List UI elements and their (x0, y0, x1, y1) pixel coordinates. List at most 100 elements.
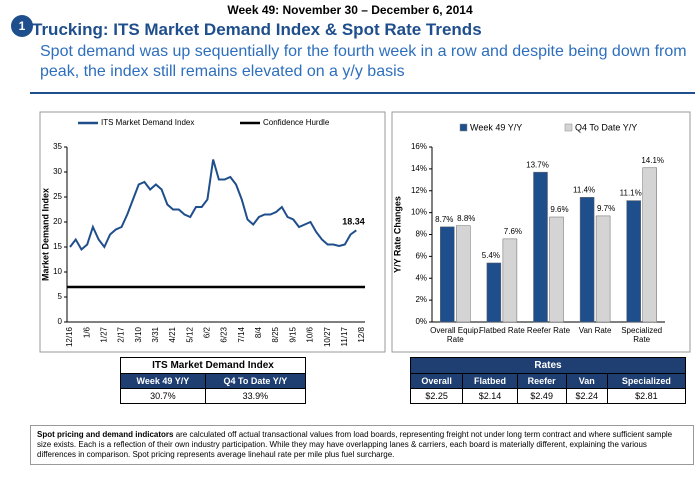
data-label: 13.7% (526, 160, 549, 169)
x-tick-label: 7/14 (237, 326, 246, 342)
x-tick-label: Van Rate (578, 326, 612, 335)
y-tick-label: 30 (53, 167, 62, 176)
column-header: Week 49 Y/Y (120, 373, 206, 389)
y-tick-label: 20 (53, 217, 62, 226)
x-tick-label: 5/12 (185, 326, 194, 342)
legend-label: Confidence Hurdle (263, 118, 330, 127)
legend-swatch (459, 123, 468, 132)
x-tick-label: 8/25 (271, 326, 280, 342)
data-label: 5.4% (482, 251, 500, 260)
bar (626, 200, 641, 323)
y-tick-label: 15 (53, 242, 62, 251)
bar (642, 167, 657, 323)
legend-label: Week 49 Y/Y (470, 122, 522, 132)
x-tick-label: 11/17 (340, 326, 349, 346)
y-tick-label: 16% (411, 142, 427, 151)
data-label: 8.7% (435, 215, 453, 224)
footnote-lead: Spot pricing and demand indicators (37, 430, 174, 439)
y-tick-label: 10% (411, 208, 427, 217)
footnote: Spot pricing and demand indicators are c… (30, 425, 694, 465)
rates-table: Rates Overall Flatbed Reefer Van Specialized… (409, 357, 687, 404)
footnote-text: are calculated off actual transactional … (37, 430, 673, 459)
data-label: 9.7% (597, 204, 615, 213)
cell: 33.9% (204, 388, 307, 404)
y-tick-label: 4% (415, 273, 427, 282)
chart-frame (39, 111, 386, 353)
legend-label: Q4 To Date Y/Y (575, 122, 637, 132)
data-label: 9.6% (550, 205, 568, 214)
x-tick-label: Flatbed Rate (478, 326, 525, 335)
y-tick-label: 0% (415, 317, 427, 326)
badge: 1 (11, 15, 33, 37)
data-label: 7.6% (504, 227, 522, 236)
subtitle: Spot demand was up sequentially for the … (40, 43, 687, 80)
y-tick-label: 8% (415, 230, 427, 239)
column-header: Overall (409, 373, 464, 389)
cell: $2.81 (606, 388, 687, 404)
x-tick-label: 2/17 (117, 326, 126, 342)
bar (440, 226, 455, 323)
data-label: 18.34 (342, 217, 365, 227)
x-tick-label: 8/4 (254, 326, 263, 338)
table: ITS Market Demand Index Week 49 Y/Y Q4 To… (120, 357, 307, 404)
table-title: Rates (410, 357, 686, 374)
y-axis-label: Y/Y Rate Changes (392, 196, 402, 273)
bar (533, 171, 548, 323)
x-tick-label: 4/21 (168, 326, 177, 342)
y-tick-label: 25 (53, 192, 62, 201)
y-tick-label: 14% (411, 164, 427, 173)
cell: $2.25 (409, 388, 464, 404)
x-tick-label: 9/15 (288, 326, 297, 342)
column-header: Q4 To Date Y/Y (204, 373, 307, 389)
y-tick-label: 35 (53, 142, 62, 151)
x-tick-label: 1/27 (99, 326, 108, 342)
y-axis-label: Market Demand Index (40, 188, 50, 281)
bar (456, 225, 471, 323)
x-tick-label: 3/31 (151, 326, 160, 342)
x-tick-label: 12/16 (65, 326, 74, 347)
bar (595, 215, 611, 323)
y-tick-label: 2% (415, 295, 427, 304)
chart-frame (391, 111, 691, 353)
line (69, 159, 357, 252)
column-header: Van (565, 373, 608, 389)
data-label: 11.1% (620, 189, 642, 198)
legend-label: ITS Market Demand Index (101, 118, 194, 127)
column-header: Flatbed (462, 373, 518, 389)
x-tick-label: Reefer Rate (526, 326, 571, 335)
bar (549, 216, 564, 323)
x-tick-label: 6/23 (220, 326, 229, 342)
column-header: Specialized (606, 373, 687, 389)
cell: $2.24 (565, 388, 608, 404)
title: Trucking: ITS Market Demand Index & Spot… (32, 20, 482, 39)
column-header: Reefer (516, 373, 567, 389)
rule (30, 92, 695, 94)
data-label: 11.4% (573, 185, 595, 194)
index-table: ITS Market Demand Index Week 49 Y/Y Q4 To… (120, 357, 307, 404)
x-tick-label: Specialized Rate (621, 326, 663, 344)
legend-swatch (564, 123, 573, 132)
cell: $2.14 (462, 388, 518, 404)
bar (486, 262, 502, 323)
x-tick-label: 3/10 (134, 326, 143, 342)
x-tick-label: 12/8 (357, 326, 366, 342)
table-title: ITS Market Demand Index (120, 357, 306, 374)
x-tick-label: 10/6 (306, 326, 315, 342)
data-label: 14.1% (641, 156, 664, 165)
x-tick-label: Overall Equip. Rate (430, 326, 481, 344)
y-tick-label: 6% (415, 251, 427, 260)
cell: $2.49 (516, 388, 567, 404)
bar (579, 197, 595, 323)
week-header: Week 49: November 30 – December 6, 2014 (227, 3, 473, 17)
y-tick-label: 10 (53, 267, 62, 276)
data-label: 8.8% (457, 214, 475, 223)
y-tick-label: 12% (411, 186, 427, 195)
table: Rates Overall Flatbed Reefer Van Specialized… (409, 357, 687, 404)
x-tick-label: 6/2 (203, 326, 212, 338)
y-tick-label: 0 (58, 317, 63, 326)
x-tick-label: 1/6 (82, 326, 91, 338)
y-tick-label: 5 (58, 292, 63, 301)
bar (502, 238, 518, 323)
